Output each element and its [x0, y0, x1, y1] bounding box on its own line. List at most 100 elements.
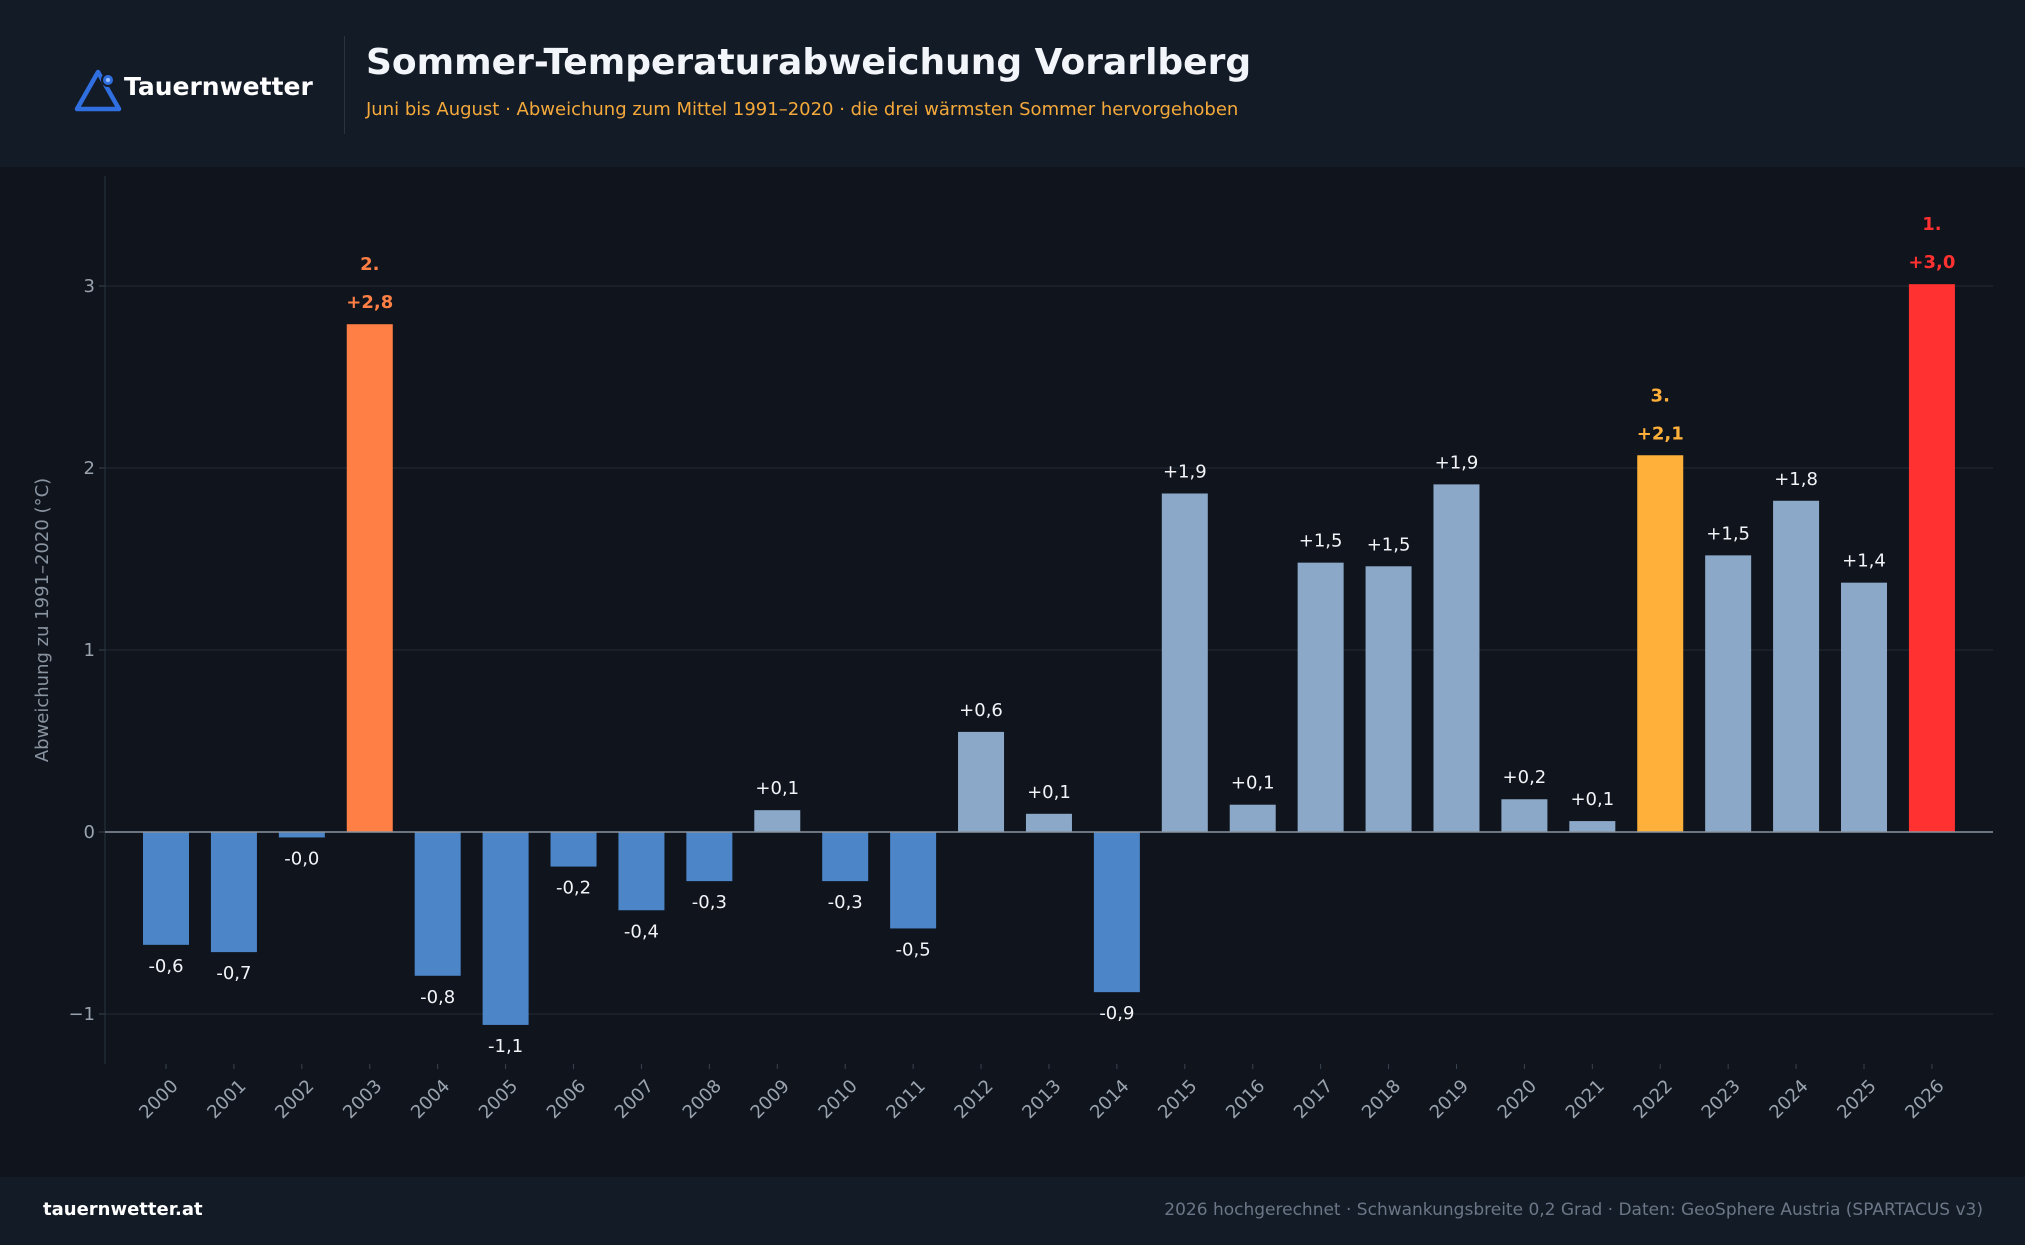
bar-2023 [1705, 555, 1752, 832]
bar-2009 [754, 810, 801, 832]
y-tick-label: −1 [68, 1004, 95, 1025]
x-tick-label: 2012 [950, 1076, 997, 1123]
bar-2014 [1093, 832, 1140, 993]
value-label-2009: +0,1 [755, 778, 799, 799]
bar-2012 [958, 731, 1005, 832]
x-tick-label: 2022 [1630, 1076, 1677, 1123]
bar-2015 [1161, 493, 1208, 832]
value-label-2006: -0,2 [556, 878, 591, 899]
value-label-2000: -0,6 [148, 956, 183, 977]
x-tick-label: 2026 [1901, 1076, 1948, 1123]
x-tick-label: 2025 [1833, 1076, 1880, 1123]
value-label-2012: +0,6 [959, 700, 1003, 721]
x-tick-label: 2015 [1154, 1076, 1201, 1123]
value-label-2003: +2,8 [346, 292, 393, 313]
rank-label-2022: 3. [1651, 385, 1670, 406]
bar-2020 [1501, 799, 1548, 832]
x-tick-label: 2013 [1018, 1076, 1065, 1123]
mountain-logo-icon [74, 69, 122, 112]
value-label-2008: -0,3 [692, 892, 727, 913]
x-tick-label: 2024 [1765, 1076, 1812, 1123]
rank-label-2003: 2. [360, 254, 379, 275]
bar-2004 [414, 832, 461, 976]
value-label-2017: +1,5 [1299, 531, 1343, 552]
x-tick-label: 2008 [679, 1076, 726, 1123]
y-axis-label: Abweichung zu 1991–2020 (°C) [32, 478, 53, 762]
value-label-2002: -0,0 [284, 848, 319, 869]
bar-2017 [1297, 562, 1344, 832]
y-tick-label: 3 [84, 276, 95, 297]
x-tick-label: 2004 [407, 1076, 454, 1123]
value-label-2001: -0,7 [216, 963, 251, 984]
bar-2005 [482, 832, 529, 1025]
value-label-2007: -0,4 [624, 921, 659, 942]
y-tick-label: 2 [84, 458, 95, 479]
bar-2025 [1841, 582, 1887, 832]
x-tick-label: 2002 [271, 1076, 318, 1123]
y-tick-label: 0 [84, 822, 95, 843]
value-label-2019: +1,9 [1435, 452, 1479, 473]
value-label-2026: +3,0 [1908, 252, 1955, 273]
x-tick-label: 2011 [882, 1076, 929, 1123]
bar-2003 [346, 324, 393, 832]
bar-2022 [1637, 455, 1684, 832]
value-label-2011: -0,5 [896, 939, 931, 960]
value-label-2021: +0,1 [1570, 789, 1614, 810]
bar-2006 [550, 832, 597, 867]
x-tick-label: 2001 [203, 1076, 250, 1123]
x-tick-label: 2000 [135, 1076, 182, 1123]
bar-2024 [1773, 500, 1820, 832]
bar-2018 [1365, 566, 1412, 832]
chart-subtitle: Juni bis August · Abweichung zum Mittel … [366, 99, 1239, 120]
x-tick-label: 2007 [611, 1076, 658, 1123]
bar-2019 [1433, 484, 1480, 832]
x-tick-label: 2021 [1562, 1076, 1609, 1123]
x-tick-label: 2017 [1290, 1076, 1337, 1123]
bar-2008 [686, 832, 733, 882]
value-label-2018: +1,5 [1367, 534, 1411, 555]
bar-2010 [822, 832, 869, 882]
value-label-2014: -0,9 [1099, 1003, 1134, 1024]
bar-2026 [1908, 284, 1955, 832]
x-tick-label: 2010 [815, 1076, 862, 1123]
bar-chart: −1 0 1 2 3 Abweichung zu 1991–2020 (°C) -0,6 20… [32, 176, 1993, 1123]
value-label-2015: +1,9 [1163, 461, 1207, 482]
x-tick-label: 2003 [339, 1076, 386, 1123]
value-label-2005: -1,1 [488, 1036, 523, 1057]
x-tick-label: 2019 [1426, 1076, 1473, 1123]
value-label-2024: +1,8 [1774, 469, 1818, 490]
header-divider [344, 36, 345, 134]
value-label-2016: +0,1 [1231, 773, 1275, 794]
bar-2002 [278, 832, 325, 838]
x-tick-label: 2005 [475, 1076, 522, 1123]
value-label-2022: +2,1 [1637, 423, 1684, 444]
value-label-2004: -0,8 [420, 987, 455, 1008]
bar-2013 [1025, 813, 1072, 832]
footer-site[interactable]: tauernwetter.at [43, 1199, 203, 1220]
bar-2001 [210, 832, 257, 953]
brand-name: Tauernwetter [124, 72, 313, 101]
chart-area: −1 0 1 2 3 Abweichung zu 1991–2020 (°C) -0,6 20… [0, 167, 2025, 1177]
x-tick-label: 2014 [1086, 1076, 1133, 1123]
bar-2011 [890, 832, 937, 929]
value-label-2020: +0,2 [1503, 767, 1547, 788]
value-label-2025: +1,4 [1842, 551, 1886, 572]
x-tick-label: 2020 [1494, 1076, 1541, 1123]
x-tick-label: 2023 [1698, 1076, 1745, 1123]
value-label-2013: +0,1 [1027, 782, 1071, 803]
header: Tauernwetter Sommer-Temperaturabweichung… [0, 0, 2025, 167]
rank-label-2026: 1. [1922, 214, 1941, 235]
x-tick-label: 2006 [543, 1076, 590, 1123]
y-tick-label: 1 [84, 640, 95, 661]
value-label-2010: -0,3 [828, 892, 863, 913]
value-label-2023: +1,5 [1706, 523, 1750, 544]
footer: tauernwetter.at 2026 hochgerechnet · Sch… [0, 1177, 2025, 1245]
x-tick-label: 2016 [1222, 1076, 1269, 1123]
bar-2000 [143, 832, 189, 945]
chart-title: Sommer-Temperaturabweichung Vorarlberg [366, 42, 1252, 83]
x-tick-label: 2009 [747, 1076, 794, 1123]
x-tick-label: 2018 [1358, 1076, 1405, 1123]
bar-2016 [1229, 804, 1276, 832]
bar-2021 [1569, 821, 1616, 832]
bar-2007 [618, 832, 665, 911]
